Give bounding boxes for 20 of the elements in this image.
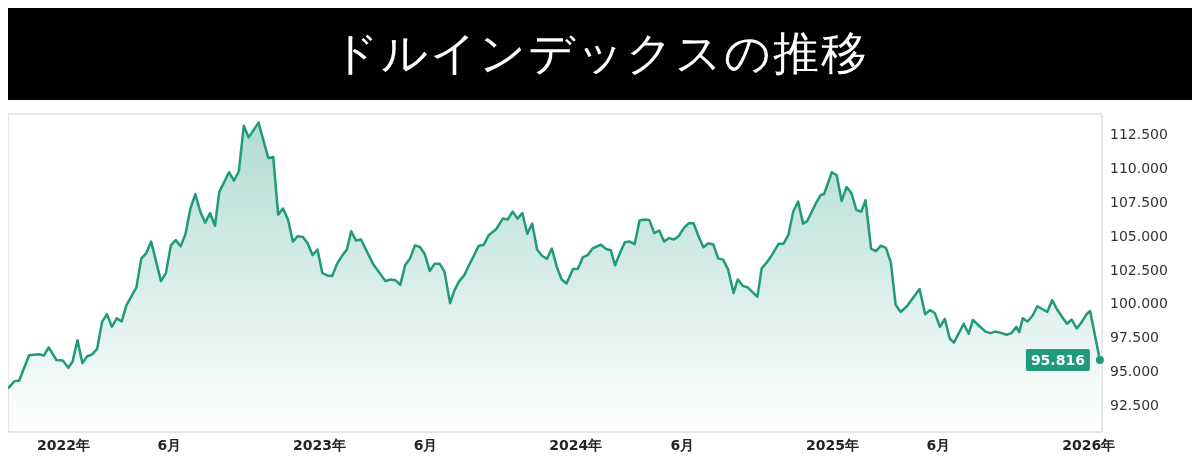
y-tick-label: 107.500 (1110, 193, 1168, 210)
x-tick-label: 6月 (670, 436, 695, 453)
y-tick-label: 92.500 (1110, 396, 1159, 413)
annotation: 95.816 (1030, 352, 1085, 369)
y-tick-label: 102.500 (1110, 261, 1168, 278)
x-tick-label: 6月 (413, 436, 438, 453)
y-tick-label: 105.000 (1110, 227, 1168, 244)
x-tick-label: 6月 (157, 436, 182, 453)
chart-title: ドルインデックスの推移 (8, 8, 1192, 100)
x-tick-label: 2025年 (806, 436, 860, 453)
x-tick-label: 2022年 (36, 436, 90, 453)
x-tick-label: 6月 (926, 436, 951, 453)
y-tick-label: 112.500 (1110, 126, 1168, 143)
x-tick-label: 2026年 (1062, 436, 1116, 453)
y-tick-label: 100.000 (1110, 295, 1168, 312)
y-tick-label: 97.500 (1110, 329, 1159, 346)
y-tick-label: 110.000 (1110, 160, 1168, 177)
x-tick-label: 2023年 (293, 436, 347, 453)
y-tick-label: 95.000 (1110, 363, 1159, 380)
x-tick-label: 2024年 (549, 436, 603, 453)
